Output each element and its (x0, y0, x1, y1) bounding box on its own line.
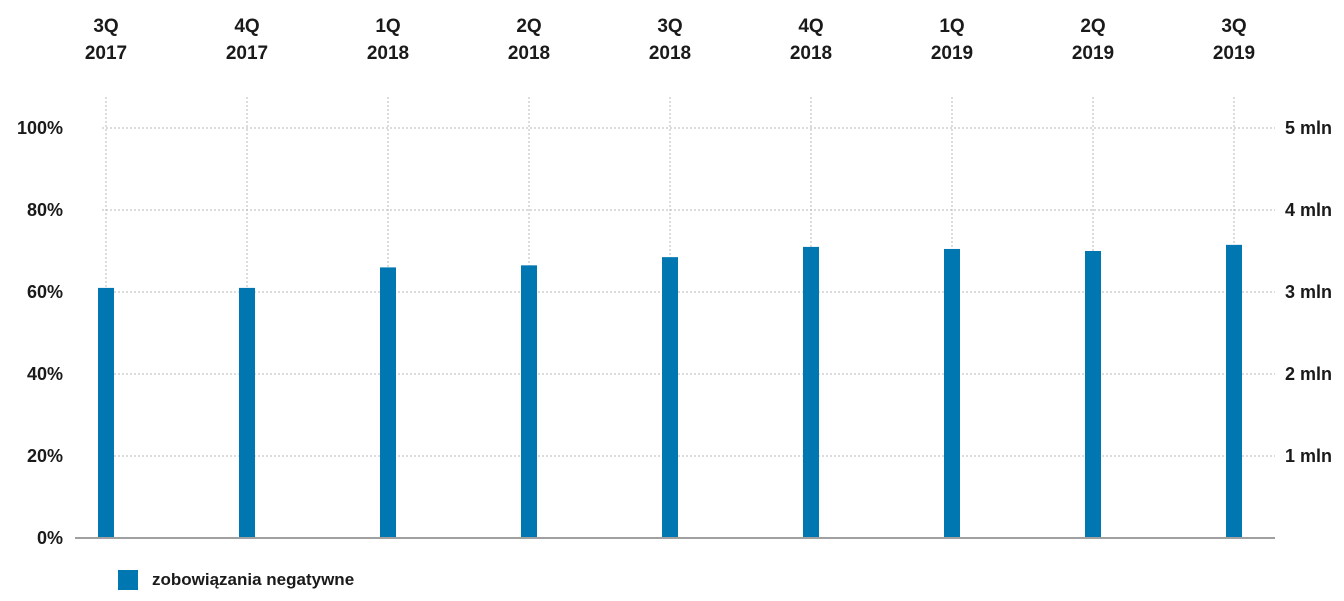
bar (1226, 244, 1242, 538)
category-label-year: 2017 (85, 43, 127, 64)
category-labels: 3Q 2017 4Q 2017 1Q 2018 2Q 2018 3Q 2018 4Q 2018 1Q 20… (85, 16, 1255, 64)
left-tick-label: 40% (27, 364, 63, 384)
bar (803, 246, 819, 538)
category-label-quarter: 4Q (798, 16, 823, 37)
category-label-year: 2018 (508, 43, 550, 64)
left-tick-label: 0% (37, 528, 63, 548)
bars (98, 244, 1242, 538)
bar (944, 248, 960, 538)
category-label-quarter: 3Q (93, 16, 118, 37)
category-label-quarter: 4Q (234, 16, 259, 37)
bar (1085, 251, 1101, 538)
bar (239, 287, 255, 538)
category-label-quarter: 2Q (516, 16, 541, 37)
category-label-quarter: 3Q (657, 16, 682, 37)
category-label-year: 2018 (367, 43, 409, 64)
category-label-quarter: 1Q (939, 16, 964, 37)
left-tick-label: 100% (17, 118, 63, 138)
category-label-year: 2018 (790, 43, 832, 64)
bar (521, 265, 537, 538)
category-label-quarter: 2Q (1080, 16, 1105, 37)
category-label-quarter: 3Q (1221, 16, 1246, 37)
right-tick-label: 1 mln (1285, 446, 1332, 466)
legend-label: zobowiązania negatywne (152, 570, 355, 589)
right-axis-labels: 1 mln 2 mln 3 mln 4 mln 5 mln (1285, 118, 1332, 466)
category-label-year: 2019 (1213, 43, 1255, 64)
left-tick-label: 60% (27, 282, 63, 302)
legend: zobowiązania negatywne (118, 570, 354, 590)
left-tick-label: 80% (27, 200, 63, 220)
legend-swatch (118, 570, 138, 590)
bar (98, 287, 114, 538)
category-label-year: 2019 (931, 43, 973, 64)
left-axis-labels: 0% 20% 40% 60% 80% 100% (17, 118, 63, 548)
category-label-year: 2018 (649, 43, 691, 64)
left-tick-label: 20% (27, 446, 63, 466)
category-label-quarter: 1Q (375, 16, 400, 37)
category-label-year: 2019 (1072, 43, 1114, 64)
right-tick-label: 5 mln (1285, 118, 1332, 138)
category-label-year: 2017 (226, 43, 268, 64)
right-tick-label: 3 mln (1285, 282, 1332, 302)
bar (380, 267, 396, 538)
bar (662, 257, 678, 538)
right-tick-label: 4 mln (1285, 200, 1332, 220)
right-tick-label: 2 mln (1285, 364, 1332, 384)
